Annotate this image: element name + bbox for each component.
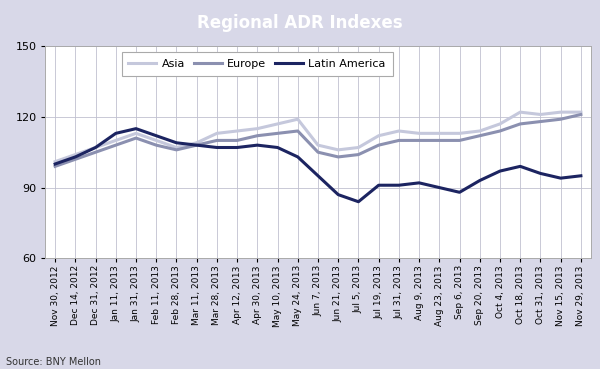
Asia	[274, 122, 281, 126]
Line: Latin America: Latin America	[55, 129, 581, 202]
Latin America	[92, 145, 99, 150]
Europe	[274, 131, 281, 135]
Latin America	[335, 193, 342, 197]
Asia	[517, 110, 524, 114]
Europe	[213, 138, 220, 143]
Asia	[152, 138, 160, 143]
Asia	[436, 131, 443, 135]
Europe	[133, 136, 140, 140]
Asia	[92, 145, 99, 150]
Europe	[577, 112, 584, 117]
Latin America	[456, 190, 463, 194]
Latin America	[496, 169, 503, 173]
Europe	[456, 138, 463, 143]
Asia	[456, 131, 463, 135]
Asia	[193, 141, 200, 145]
Europe	[335, 155, 342, 159]
Latin America	[112, 131, 119, 135]
Europe	[112, 143, 119, 147]
Asia	[577, 110, 584, 114]
Asia	[52, 159, 59, 164]
Asia	[496, 122, 503, 126]
Text: Regional ADR Indexes: Regional ADR Indexes	[197, 14, 403, 32]
Latin America	[314, 173, 322, 178]
Asia	[133, 131, 140, 135]
Asia	[314, 143, 322, 147]
Latin America	[416, 181, 423, 185]
Latin America	[173, 141, 180, 145]
Europe	[233, 138, 241, 143]
Europe	[355, 152, 362, 157]
Europe	[52, 164, 59, 169]
Europe	[375, 143, 382, 147]
Latin America	[233, 145, 241, 150]
Asia	[233, 129, 241, 133]
Europe	[496, 129, 503, 133]
Latin America	[537, 171, 544, 176]
Latin America	[557, 176, 564, 180]
Europe	[152, 143, 160, 147]
Latin America	[577, 173, 584, 178]
Europe	[72, 157, 79, 162]
Latin America	[395, 183, 403, 187]
Europe	[517, 122, 524, 126]
Latin America	[355, 200, 362, 204]
Latin America	[294, 155, 301, 159]
Europe	[395, 138, 403, 143]
Latin America	[213, 145, 220, 150]
Latin America	[274, 145, 281, 150]
Latin America	[436, 185, 443, 190]
Asia	[294, 117, 301, 121]
Europe	[416, 138, 423, 143]
Latin America	[193, 143, 200, 147]
Europe	[537, 119, 544, 124]
Europe	[254, 134, 261, 138]
Europe	[314, 150, 322, 154]
Latin America	[375, 183, 382, 187]
Europe	[476, 134, 484, 138]
Europe	[294, 129, 301, 133]
Asia	[335, 148, 342, 152]
Asia	[395, 129, 403, 133]
Line: Asia: Asia	[55, 112, 581, 162]
Europe	[436, 138, 443, 143]
Asia	[557, 110, 564, 114]
Europe	[557, 117, 564, 121]
Text: Source: BNY Mellon: Source: BNY Mellon	[6, 357, 101, 367]
Europe	[92, 150, 99, 154]
Europe	[193, 143, 200, 147]
Latin America	[72, 155, 79, 159]
Latin America	[254, 143, 261, 147]
Asia	[355, 145, 362, 150]
Latin America	[52, 162, 59, 166]
Line: Europe: Europe	[55, 114, 581, 166]
Europe	[173, 148, 180, 152]
Latin America	[133, 127, 140, 131]
Asia	[72, 152, 79, 157]
Latin America	[152, 134, 160, 138]
Asia	[254, 127, 261, 131]
Asia	[112, 138, 119, 143]
Asia	[375, 134, 382, 138]
Latin America	[476, 178, 484, 183]
Asia	[213, 131, 220, 135]
Asia	[476, 129, 484, 133]
Asia	[173, 145, 180, 150]
Asia	[537, 112, 544, 117]
Asia	[416, 131, 423, 135]
Latin America	[517, 164, 524, 169]
Legend: Asia, Europe, Latin America: Asia, Europe, Latin America	[122, 52, 392, 76]
